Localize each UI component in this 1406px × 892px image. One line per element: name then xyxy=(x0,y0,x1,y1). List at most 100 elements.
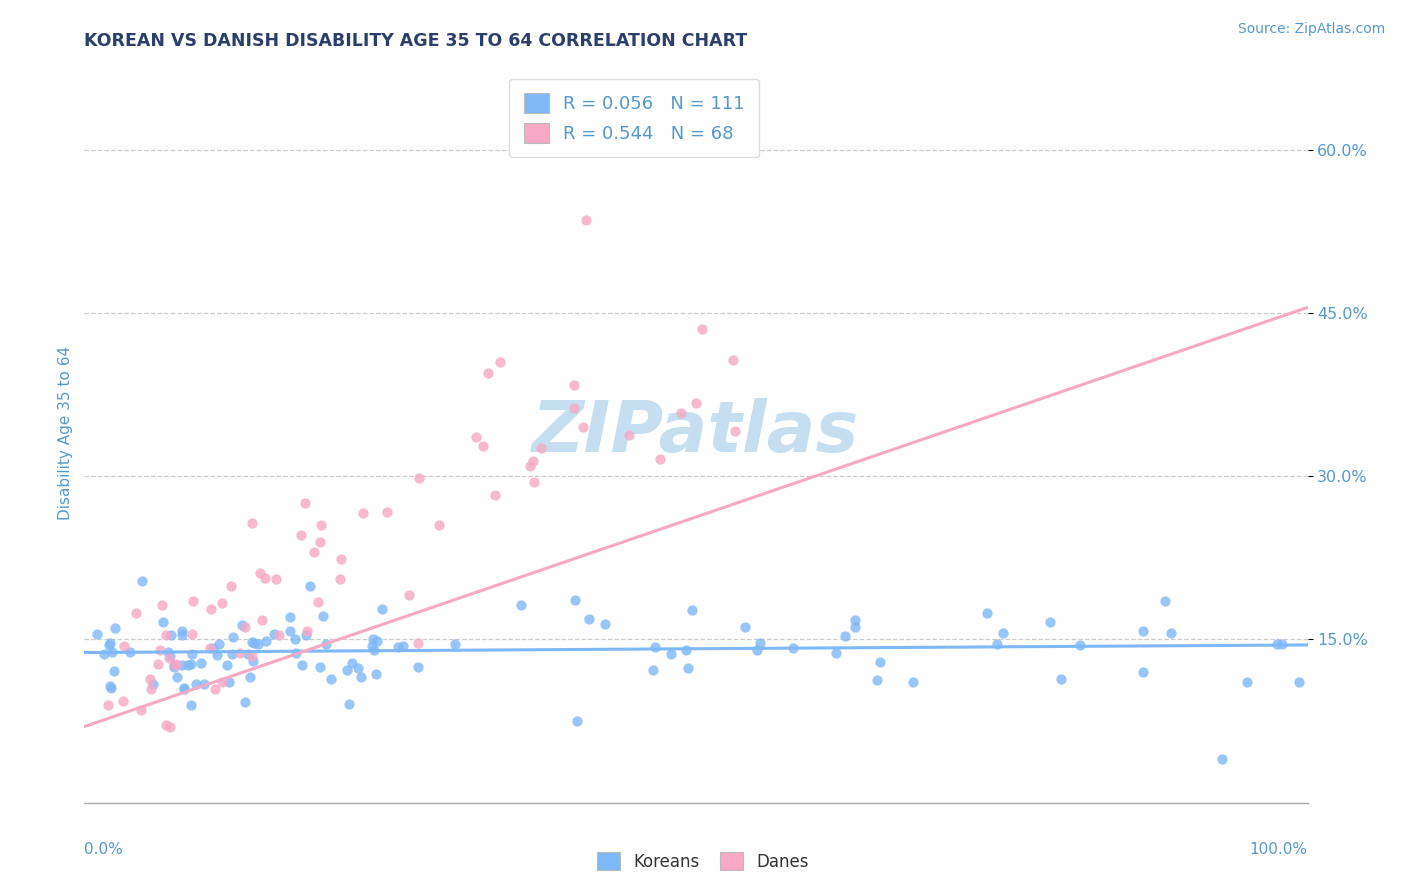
Point xyxy=(219,579,242,593)
Point xyxy=(243,636,266,650)
Point xyxy=(131,574,153,589)
Point xyxy=(96,698,118,713)
Point xyxy=(575,213,598,227)
Point xyxy=(249,566,271,580)
Point xyxy=(308,660,330,674)
Point xyxy=(173,681,195,695)
Point xyxy=(242,654,264,668)
Point xyxy=(254,571,277,585)
Legend: R = 0.056   N = 111, R = 0.544   N = 68: R = 0.056 N = 111, R = 0.544 N = 68 xyxy=(509,78,759,158)
Point xyxy=(721,353,744,368)
Point xyxy=(901,674,924,689)
Point xyxy=(519,459,541,474)
Point xyxy=(266,572,288,586)
Point xyxy=(180,626,202,640)
Point xyxy=(159,720,181,734)
Point xyxy=(157,645,180,659)
Point xyxy=(235,620,257,634)
Point xyxy=(671,406,693,420)
Point xyxy=(782,640,804,655)
Point xyxy=(165,657,187,671)
Point xyxy=(834,629,856,643)
Point xyxy=(319,672,342,686)
Point xyxy=(150,598,173,612)
Point xyxy=(1039,615,1062,630)
Point xyxy=(163,660,186,674)
Point xyxy=(866,673,889,688)
Point xyxy=(330,551,353,566)
Point xyxy=(98,636,121,650)
Point xyxy=(644,640,666,655)
Point xyxy=(329,572,352,586)
Point xyxy=(578,612,600,626)
Point xyxy=(112,694,135,708)
Point xyxy=(361,632,384,647)
Point xyxy=(217,657,239,672)
Point xyxy=(1132,665,1154,680)
Point xyxy=(366,634,388,648)
Point xyxy=(233,695,256,709)
Text: Source: ZipAtlas.com: Source: ZipAtlas.com xyxy=(1237,22,1385,37)
Point xyxy=(1160,626,1182,640)
Point xyxy=(155,718,177,732)
Point xyxy=(617,428,640,442)
Point xyxy=(336,664,359,678)
Point xyxy=(392,640,415,654)
Point xyxy=(398,588,420,602)
Point xyxy=(284,632,307,646)
Point xyxy=(593,616,616,631)
Point xyxy=(676,661,699,675)
Point xyxy=(377,505,399,519)
Point xyxy=(181,594,204,608)
Point xyxy=(675,642,697,657)
Point xyxy=(269,628,291,642)
Point xyxy=(221,647,243,661)
Point xyxy=(523,475,546,489)
Text: KOREAN VS DANISH DISABILITY AGE 35 TO 64 CORRELATION CHART: KOREAN VS DANISH DISABILITY AGE 35 TO 64… xyxy=(84,32,748,50)
Point xyxy=(1211,752,1233,766)
Point xyxy=(749,636,772,650)
Point xyxy=(976,606,998,620)
Point xyxy=(347,660,370,674)
Point xyxy=(489,355,512,369)
Point xyxy=(285,646,308,660)
Point xyxy=(1132,624,1154,638)
Point xyxy=(1267,637,1289,651)
Point xyxy=(142,677,165,691)
Point xyxy=(297,624,319,639)
Point xyxy=(159,649,181,664)
Point xyxy=(1288,674,1310,689)
Point xyxy=(477,366,499,380)
Point xyxy=(211,596,233,610)
Point xyxy=(184,676,207,690)
Point xyxy=(991,626,1014,640)
Point xyxy=(250,613,273,627)
Point xyxy=(427,518,450,533)
Point xyxy=(509,598,531,612)
Point xyxy=(240,649,263,664)
Point xyxy=(162,657,184,672)
Point xyxy=(157,650,180,665)
Point xyxy=(844,613,866,627)
Text: 0.0%: 0.0% xyxy=(84,842,124,856)
Point xyxy=(103,664,125,678)
Point xyxy=(472,439,495,453)
Point xyxy=(290,658,312,673)
Point xyxy=(93,647,115,661)
Point xyxy=(309,535,332,549)
Point xyxy=(211,674,233,689)
Point xyxy=(86,627,108,641)
Point xyxy=(745,643,768,657)
Point xyxy=(278,610,301,624)
Point xyxy=(170,624,193,639)
Point xyxy=(160,627,183,641)
Point xyxy=(364,667,387,681)
Point xyxy=(1069,638,1091,652)
Point xyxy=(263,627,285,641)
Point xyxy=(352,506,374,520)
Point xyxy=(337,697,360,711)
Point xyxy=(1236,674,1258,689)
Point xyxy=(349,670,371,684)
Point xyxy=(530,441,553,455)
Point xyxy=(129,703,152,717)
